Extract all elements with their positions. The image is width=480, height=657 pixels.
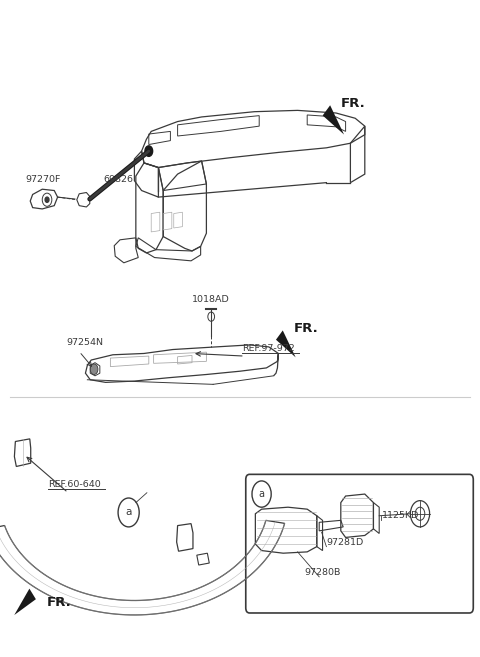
Text: REF.97-972: REF.97-972 bbox=[242, 344, 295, 353]
Text: 1018AD: 1018AD bbox=[192, 294, 230, 304]
Text: 69826: 69826 bbox=[103, 175, 133, 184]
Text: 97254N: 97254N bbox=[66, 338, 103, 347]
Text: REF.60-640: REF.60-640 bbox=[48, 480, 101, 489]
Circle shape bbox=[45, 197, 49, 202]
Text: FR.: FR. bbox=[294, 322, 319, 335]
Text: a: a bbox=[125, 507, 132, 518]
Text: FR.: FR. bbox=[341, 97, 366, 110]
Text: 97281D: 97281D bbox=[326, 537, 364, 547]
Text: a: a bbox=[259, 489, 264, 499]
Text: FR.: FR. bbox=[47, 596, 72, 609]
Polygon shape bbox=[323, 105, 344, 135]
Circle shape bbox=[145, 146, 153, 156]
Polygon shape bbox=[276, 330, 296, 357]
Text: 1125KD: 1125KD bbox=[382, 511, 419, 520]
Circle shape bbox=[90, 364, 98, 374]
Text: 97280B: 97280B bbox=[305, 568, 341, 577]
Text: 97270F: 97270F bbox=[25, 175, 60, 184]
Polygon shape bbox=[14, 589, 36, 615]
